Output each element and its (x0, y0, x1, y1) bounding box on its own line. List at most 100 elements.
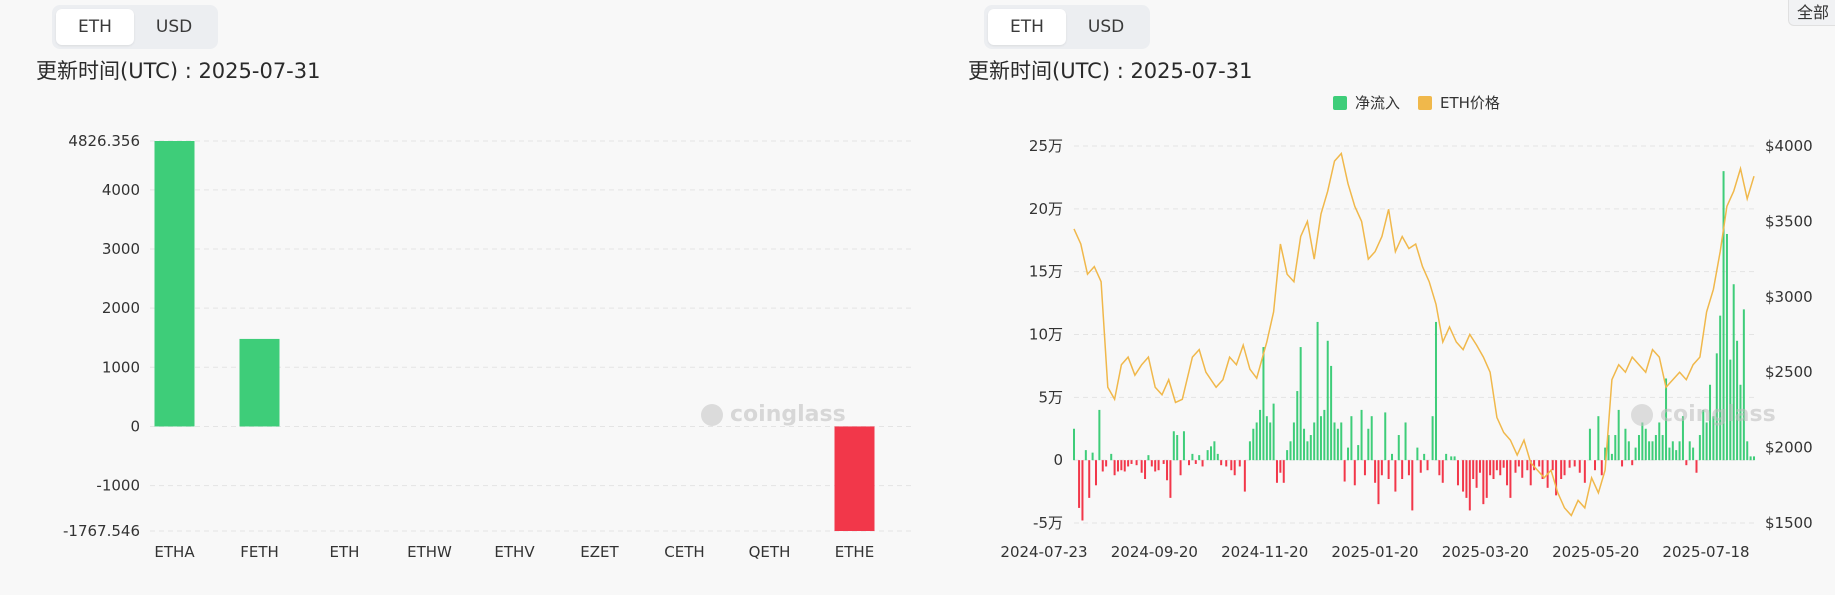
flow-bar[interactable] (1462, 460, 1465, 492)
flow-bar[interactable] (1509, 460, 1512, 498)
flow-bar[interactable] (1230, 460, 1233, 471)
flow-bar[interactable] (1648, 441, 1651, 461)
flow-bar[interactable] (1194, 460, 1197, 464)
flow-bar[interactable] (1517, 460, 1520, 467)
flow-bar[interactable] (1411, 460, 1414, 511)
flow-bar[interactable] (1380, 460, 1383, 476)
right-toggle-usd[interactable]: USD (1087, 17, 1125, 37)
flow-bar[interactable] (1588, 428, 1591, 461)
flow-bar[interactable] (1105, 460, 1108, 467)
flow-bar[interactable] (1243, 460, 1246, 492)
flow-bar[interactable] (1387, 460, 1390, 480)
flow-bar[interactable] (1729, 359, 1732, 461)
flow-bar[interactable] (1529, 460, 1532, 486)
flow-bar[interactable] (1123, 460, 1126, 472)
flow-bar[interactable] (1394, 460, 1397, 492)
flow-bar[interactable] (1702, 409, 1705, 461)
flow-bar[interactable] (1637, 435, 1640, 461)
flow-bar[interactable] (1336, 428, 1339, 461)
flow-bar[interactable] (1661, 435, 1664, 461)
flow-bar[interactable] (1753, 456, 1755, 461)
flow-bar[interactable] (1259, 409, 1262, 461)
flow-bar[interactable] (1698, 435, 1701, 461)
flow-bar[interactable] (1130, 460, 1133, 464)
flow-bar[interactable] (1176, 435, 1179, 461)
flow-bar[interactable] (1370, 416, 1373, 461)
flow-bar[interactable] (1343, 460, 1346, 482)
flow-bar[interactable] (1404, 422, 1407, 461)
flow-bar[interactable] (1363, 460, 1366, 476)
flow-bar[interactable] (1675, 450, 1678, 461)
flow-bar[interactable] (1634, 447, 1637, 461)
flow-bar[interactable] (1492, 460, 1495, 480)
flow-bar[interactable] (1296, 391, 1299, 461)
flow-bar[interactable] (1482, 460, 1485, 505)
flow-bar[interactable] (1407, 460, 1410, 476)
flow-bar[interactable] (1150, 460, 1153, 467)
flow-bar[interactable] (1303, 428, 1306, 461)
flow-bar[interactable] (1279, 460, 1282, 473)
flow-bar[interactable] (1438, 460, 1441, 476)
flow-bar[interactable] (1749, 456, 1752, 461)
flow-bar[interactable] (1316, 321, 1319, 461)
flow-bar[interactable] (1248, 441, 1251, 461)
flow-bar[interactable] (1563, 460, 1566, 476)
flow-bar[interactable] (1472, 460, 1475, 480)
flow-bar[interactable] (1098, 409, 1101, 461)
flow-bar[interactable] (1306, 441, 1309, 461)
flow-bar[interactable] (1116, 460, 1119, 472)
flow-bar[interactable] (1333, 422, 1336, 461)
flow-bar[interactable] (1275, 460, 1278, 483)
flow-bar[interactable] (1746, 441, 1749, 461)
flow-bar[interactable] (1188, 460, 1191, 466)
legend-eth-price[interactable]: ETH价格 (1418, 92, 1500, 113)
flow-bar[interactable] (1431, 416, 1434, 461)
flow-bar[interactable] (1607, 435, 1610, 461)
flow-bar[interactable] (1078, 460, 1081, 508)
flow-bar[interactable] (1384, 412, 1387, 461)
flow-bar[interactable] (1262, 347, 1265, 461)
flow-bar[interactable] (1289, 441, 1292, 461)
flow-bar[interactable] (1739, 384, 1742, 461)
flow-bar[interactable] (1073, 428, 1075, 461)
flow-bar[interactable] (1309, 435, 1312, 461)
flow-bar[interactable] (1120, 460, 1123, 471)
flow-bar[interactable] (1736, 340, 1739, 461)
flow-bar[interactable] (1391, 453, 1394, 461)
flow-bar[interactable] (1506, 460, 1509, 486)
flow-bar[interactable] (1692, 447, 1695, 461)
flow-bar[interactable] (1419, 460, 1422, 473)
flow-bar[interactable] (1538, 460, 1541, 467)
left-toggle-usd[interactable]: USD (155, 17, 193, 37)
flow-bar[interactable] (1360, 409, 1363, 461)
flow-bar[interactable] (1088, 460, 1091, 498)
flow-bar[interactable] (1624, 428, 1627, 461)
flow-bar[interactable] (1233, 460, 1236, 476)
flow-bar[interactable] (1671, 441, 1674, 461)
flow-bar[interactable] (1502, 460, 1505, 468)
flow-bar[interactable] (1179, 460, 1182, 476)
right-toggle-eth[interactable]: ETH (988, 9, 1066, 45)
left-toggle-eth[interactable]: ETH (56, 9, 134, 45)
flow-bar[interactable] (1162, 460, 1165, 464)
flow-bar[interactable] (1641, 422, 1644, 461)
flow-bar[interactable] (1732, 284, 1735, 461)
flow-bar[interactable] (1499, 460, 1502, 476)
flow-bar[interactable] (1147, 455, 1150, 461)
flow-bar[interactable] (1450, 456, 1453, 461)
flow-bar[interactable] (1695, 460, 1698, 473)
flow-bar[interactable] (1210, 446, 1213, 461)
flow-bar[interactable] (1568, 460, 1571, 468)
flow-bar[interactable] (1191, 453, 1194, 461)
flow-bar[interactable] (1688, 441, 1691, 461)
flow-bar[interactable] (1110, 453, 1113, 461)
left-bar-ethe[interactable] (834, 426, 875, 531)
flow-bar[interactable] (1350, 416, 1353, 461)
flow-bar[interactable] (1583, 460, 1586, 483)
flow-bar[interactable] (1705, 422, 1708, 461)
legend-net-inflow[interactable]: 净流入 (1333, 92, 1400, 113)
flow-bar[interactable] (1709, 384, 1712, 461)
flow-bar[interactable] (1313, 422, 1316, 461)
flow-bar[interactable] (1135, 460, 1138, 466)
flow-bar[interactable] (1597, 416, 1600, 461)
